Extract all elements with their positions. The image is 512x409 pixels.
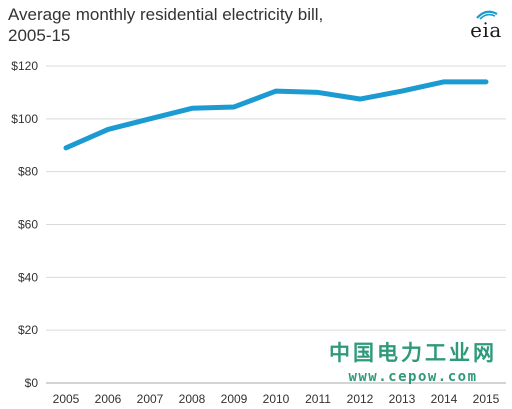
chart-title-line-2: 2005-15 xyxy=(8,26,71,45)
y-tick-label: $100 xyxy=(11,112,38,126)
y-axis-ticks: $0 $20 $40 $60 $80 $100 $120 xyxy=(11,59,38,390)
y-tick-label: $80 xyxy=(18,165,38,179)
eia-logo-text: eia xyxy=(470,18,502,42)
y-tick-label: $60 xyxy=(18,218,38,232)
y-tick-label: $0 xyxy=(25,376,39,390)
x-tick-label: 2007 xyxy=(137,392,164,406)
x-tick-label: 2014 xyxy=(431,392,458,406)
x-tick-label: 2006 xyxy=(95,392,122,406)
series-line xyxy=(63,79,489,151)
y-tick-label: $20 xyxy=(18,323,38,337)
chart-title: Average monthly residential electricity … xyxy=(8,4,388,46)
series-layer xyxy=(63,79,489,151)
x-tick-label: 2012 xyxy=(347,392,374,406)
x-tick-label: 2013 xyxy=(389,392,416,406)
x-tick-label: 2005 xyxy=(53,392,80,406)
x-tick-label: 2015 xyxy=(473,392,500,406)
eia-logo: eia xyxy=(466,6,506,42)
y-tick-label: $120 xyxy=(11,59,38,73)
watermark: 中国电力工业网 www.cepow.com xyxy=(318,340,508,386)
gridlines xyxy=(46,65,506,384)
eia-logo-arcs xyxy=(476,10,498,20)
y-tick-label: $40 xyxy=(18,270,38,284)
watermark-url: www.cepow.com xyxy=(348,369,478,385)
x-tick-label: 2011 xyxy=(305,392,331,406)
chart-title-line-1: Average monthly residential electricity … xyxy=(8,5,324,24)
x-axis-ticks: 2005 2006 2007 2008 2009 2010 2011 2012 2013 2014… xyxy=(53,392,500,406)
watermark-chinese: 中国电力工业网 xyxy=(329,341,497,365)
x-tick-label: 2010 xyxy=(263,392,290,406)
x-tick-label: 2009 xyxy=(221,392,248,406)
x-tick-label: 2008 xyxy=(179,392,206,406)
